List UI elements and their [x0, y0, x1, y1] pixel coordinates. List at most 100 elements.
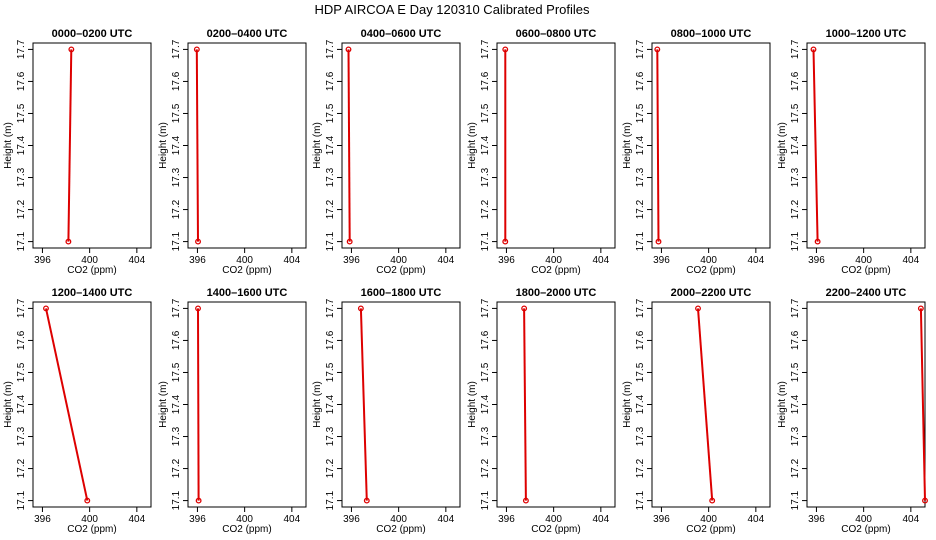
y-tick-label: 17.7: [171, 298, 182, 318]
y-tick-label: 17.6: [790, 71, 801, 91]
profile-point: [502, 46, 509, 53]
x-tick-label: 400: [236, 514, 253, 525]
panel-title: 1600–1800 UTC: [361, 287, 442, 299]
y-tick-label: 17.1: [325, 231, 336, 251]
profile-line: [919, 308, 926, 501]
y-tick-label: 17.4: [480, 394, 491, 414]
y-axis-label: Height (m): [467, 122, 478, 169]
figure-title: HDP AIRCOA E Day 120310 Calibrated Profi…: [314, 2, 590, 17]
profile-line: [359, 308, 368, 501]
x-tick-label: 396: [498, 514, 515, 525]
y-tick-label: 17.5: [171, 362, 182, 382]
x-tick-label: 400: [390, 255, 407, 266]
plot-frame: [187, 301, 307, 508]
y-tick-label: 17.7: [480, 298, 491, 318]
y-tick-label: 17.4: [325, 135, 336, 155]
panel-title: 0000–0200 UTC: [52, 28, 133, 40]
y-tick-label: 17.2: [480, 458, 491, 478]
profile-point: [521, 305, 528, 312]
profile-point: [502, 238, 509, 245]
x-tick-label: 400: [545, 514, 562, 525]
profile-point: [193, 46, 200, 53]
y-tick-label: 17.4: [480, 135, 491, 155]
profile-point: [84, 497, 91, 504]
y-tick-label: 17.3: [480, 167, 491, 187]
x-tick-label: 396: [189, 514, 206, 525]
profile-point: [709, 497, 716, 504]
x-axis-label: CO2 (ppm): [531, 524, 580, 535]
plot-frame: [187, 42, 307, 249]
profile-point: [195, 305, 201, 312]
x-tick-label: 404: [283, 255, 300, 266]
y-tick-label: 17.1: [16, 231, 27, 251]
y-tick-label: 17.3: [635, 167, 646, 187]
y-tick-label: 17.6: [790, 330, 801, 350]
x-tick-label: 404: [128, 255, 145, 266]
profile-point: [43, 305, 49, 312]
y-axis-label: Height (m): [158, 381, 169, 428]
y-axis-label: Height (m): [777, 381, 788, 428]
plot-frame: [651, 42, 771, 249]
y-tick-label: 17.6: [16, 330, 27, 350]
x-tick-label: 404: [902, 514, 919, 525]
y-tick-label: 17.2: [790, 458, 801, 478]
y-axis-label: Height (m): [622, 122, 633, 169]
x-tick-label: 400: [390, 514, 407, 525]
y-tick-label: 17.4: [16, 394, 27, 414]
y-tick-label: 17.7: [16, 298, 27, 318]
panel-title: 2200–2400 UTC: [826, 287, 907, 299]
x-tick-label: 404: [747, 514, 764, 525]
x-axis-label: CO2 (ppm): [222, 524, 271, 535]
y-tick-label: 17.3: [16, 426, 27, 446]
y-tick-label: 17.2: [635, 458, 646, 478]
y-tick-label: 17.5: [16, 103, 27, 123]
y-tick-label: 17.4: [325, 394, 336, 414]
x-axis-label: CO2 (ppm): [531, 265, 580, 276]
plot-frame: [806, 301, 926, 508]
profile-point: [522, 497, 529, 504]
panel-4: 0800–1000 UTC 17.1 17.2 17.3 17.4 17.5 17.6 17.…: [622, 28, 771, 276]
panel-2: 0400–0600 UTC 17.1 17.2 17.3 17.4 17.5 17.6 17.…: [312, 28, 461, 276]
profile-line: [195, 49, 199, 242]
y-tick-label: 17.5: [790, 362, 801, 382]
x-tick-label: 396: [343, 255, 360, 266]
profile-point: [346, 238, 353, 245]
x-axis-label: CO2 (ppm): [67, 524, 116, 535]
profile-line: [197, 308, 200, 501]
panel-title: 0200–0400 UTC: [207, 28, 288, 40]
panel-7: 1400–1600 UTC 17.1 17.2 17.3 17.4 17.5 17.6 17.…: [158, 287, 307, 535]
x-tick-label: 400: [855, 255, 872, 266]
profile-point: [814, 238, 821, 245]
y-tick-label: 17.3: [790, 426, 801, 446]
x-tick-label: 396: [808, 514, 825, 525]
y-tick-label: 17.6: [171, 330, 182, 350]
profile-point: [654, 46, 661, 53]
y-tick-label: 17.7: [16, 39, 27, 59]
y-tick-label: 17.5: [480, 362, 491, 382]
y-tick-label: 17.5: [16, 362, 27, 382]
y-tick-label: 17.7: [635, 298, 646, 318]
y-axis-label: Height (m): [312, 122, 323, 169]
y-tick-label: 17.6: [480, 330, 491, 350]
panel-5: 1000–1200 UTC 17.1 17.2 17.3 17.4 17.5 17.6 17.…: [777, 28, 926, 276]
profile-point: [922, 497, 928, 504]
y-axis-label: Height (m): [3, 381, 14, 428]
x-axis-label: CO2 (ppm): [376, 524, 425, 535]
x-tick-label: 396: [34, 514, 51, 525]
y-tick-label: 17.2: [325, 458, 336, 478]
y-tick-label: 17.1: [16, 490, 27, 510]
profile-point: [655, 238, 662, 245]
profile-point: [195, 238, 201, 245]
x-tick-label: 404: [437, 514, 454, 525]
x-tick-label: 396: [808, 255, 825, 266]
plot-frame: [496, 42, 616, 249]
profile-point: [917, 305, 924, 312]
y-tick-label: 17.4: [790, 135, 801, 155]
x-tick-label: 400: [81, 255, 98, 266]
y-tick-label: 17.6: [635, 330, 646, 350]
profile-line: [67, 49, 73, 242]
x-tick-label: 396: [498, 255, 515, 266]
x-tick-label: 396: [189, 255, 206, 266]
x-tick-label: 404: [128, 514, 145, 525]
